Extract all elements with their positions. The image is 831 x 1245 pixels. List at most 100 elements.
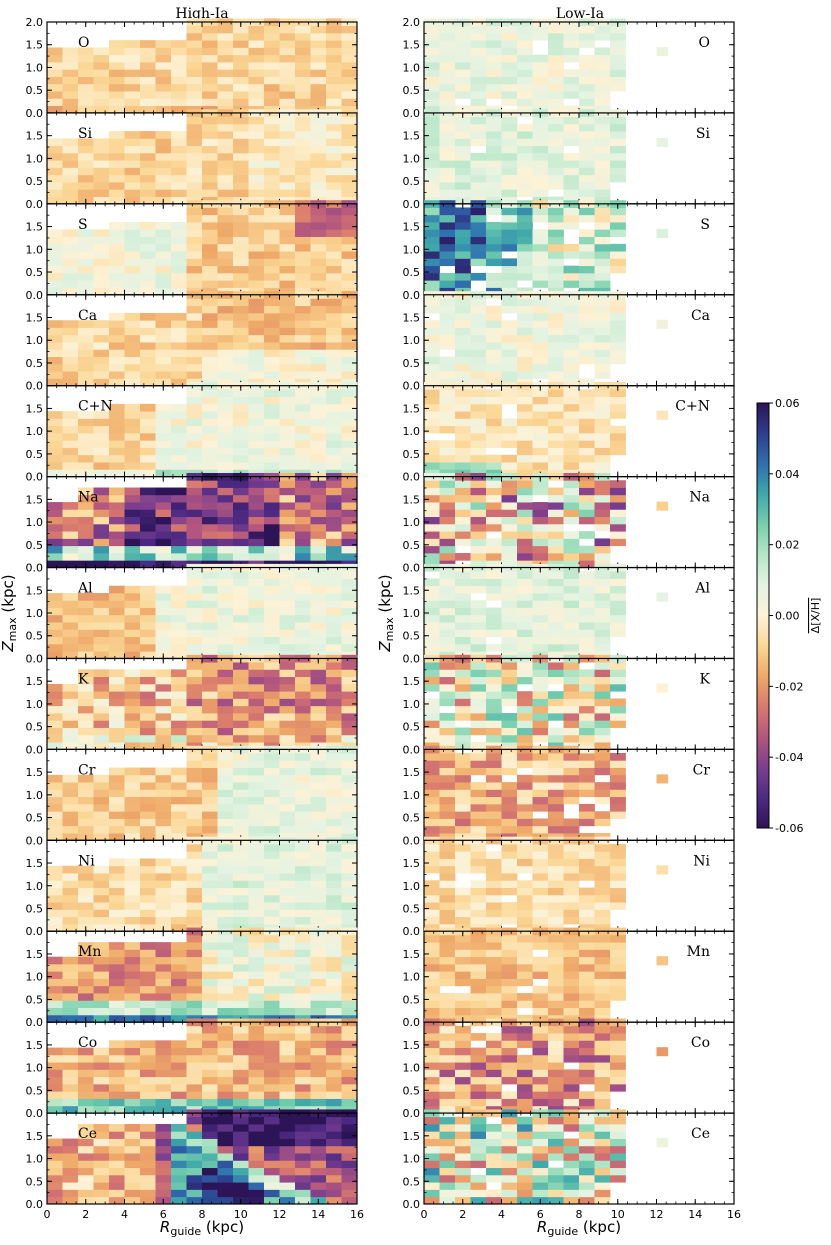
heatmap-cell bbox=[202, 62, 218, 70]
heatmap-cell bbox=[486, 138, 502, 147]
heatmap-cell bbox=[93, 447, 110, 456]
heatmap-cell bbox=[548, 91, 564, 99]
heatmap-cell bbox=[424, 713, 440, 721]
heatmap-cell bbox=[610, 669, 626, 678]
heatmap-cell bbox=[501, 243, 518, 252]
heatmap-cell bbox=[233, 116, 249, 125]
heatmap-cell bbox=[455, 523, 471, 532]
heatmap-cell bbox=[217, 83, 234, 92]
heatmap-cell bbox=[548, 614, 564, 623]
heatmap-cell bbox=[155, 720, 172, 728]
heatmap-cell bbox=[517, 622, 533, 630]
element-label: Ca bbox=[78, 308, 97, 324]
heatmap-cell bbox=[109, 152, 125, 161]
heatmap-cell bbox=[109, 502, 125, 510]
heatmap-cell bbox=[517, 403, 533, 412]
heatmap-cell bbox=[563, 280, 580, 288]
heatmap-cell bbox=[217, 571, 234, 579]
heatmap-cell bbox=[264, 342, 280, 350]
heatmap-cell bbox=[140, 189, 156, 197]
heatmap-cell bbox=[279, 320, 296, 328]
heatmap-cell bbox=[501, 371, 518, 379]
heatmap-cell bbox=[326, 509, 342, 518]
heatmap-cell bbox=[93, 69, 110, 77]
heatmap-cell bbox=[93, 462, 110, 470]
heatmap-cell bbox=[341, 432, 358, 441]
heatmap-cell bbox=[532, 54, 549, 63]
heatmap-cell bbox=[202, 207, 218, 216]
heatmap-cell bbox=[424, 614, 440, 623]
heatmap-cell bbox=[171, 83, 187, 92]
heatmap-cell bbox=[610, 229, 626, 237]
heatmap-cell bbox=[310, 298, 327, 307]
heatmap-cell bbox=[171, 152, 187, 161]
heatmap-cell bbox=[264, 145, 280, 154]
heatmap-cell bbox=[310, 502, 327, 510]
heatmap-cell bbox=[455, 389, 471, 397]
heatmap-cell bbox=[439, 236, 456, 245]
heatmap-cell bbox=[610, 607, 626, 616]
heatmap-cell bbox=[140, 454, 156, 463]
heatmap-cell bbox=[310, 145, 327, 154]
heatmap-cell bbox=[93, 54, 110, 63]
heatmap-cell bbox=[455, 494, 471, 503]
heatmap-cell bbox=[109, 593, 125, 601]
heatmap-cell bbox=[424, 683, 440, 692]
heatmap-cell bbox=[155, 138, 172, 147]
heatmap-cell bbox=[470, 676, 487, 685]
heatmap-cell bbox=[563, 214, 580, 223]
heatmap-cell bbox=[470, 334, 487, 343]
panel-o-high: O0.00.51.01.52.0 bbox=[26, 16, 358, 120]
heatmap-cell bbox=[439, 545, 456, 554]
heatmap-cell bbox=[455, 713, 471, 721]
heatmap-cell bbox=[140, 222, 156, 230]
heatmap-cell bbox=[470, 160, 487, 168]
heatmap-cell bbox=[501, 54, 518, 63]
y-tick-label: 0.5 bbox=[26, 175, 44, 188]
heatmap-cell bbox=[470, 371, 487, 379]
heatmap-cell bbox=[610, 214, 626, 223]
heatmap-cell bbox=[233, 298, 249, 307]
heatmap-cell bbox=[264, 69, 280, 77]
heatmap-cell bbox=[295, 312, 311, 321]
heatmap-cell bbox=[93, 363, 110, 372]
heatmap-cell bbox=[424, 207, 440, 216]
heatmap-cell bbox=[202, 25, 218, 34]
heatmap-cell bbox=[217, 145, 234, 154]
heatmap-cell bbox=[155, 614, 172, 623]
heatmap-cell bbox=[295, 251, 311, 259]
heatmap-cell bbox=[517, 371, 533, 379]
heatmap-cell bbox=[579, 509, 595, 518]
heatmap-cell bbox=[424, 396, 440, 405]
heatmap-cell bbox=[295, 578, 311, 587]
heatmap-cell bbox=[186, 305, 203, 314]
heatmap-cell bbox=[594, 91, 611, 99]
heatmap-cell bbox=[248, 167, 265, 176]
heatmap-cell bbox=[295, 636, 311, 645]
heatmap-cell bbox=[563, 265, 580, 274]
heatmap-cell bbox=[155, 47, 172, 56]
heatmap-cell bbox=[563, 272, 580, 281]
heatmap-cell bbox=[295, 447, 311, 456]
heatmap-cell bbox=[264, 571, 280, 579]
heatmap-cell bbox=[279, 145, 296, 154]
heatmap-cell bbox=[501, 502, 518, 510]
heatmap-cell bbox=[155, 320, 172, 328]
heatmap-cell bbox=[155, 167, 172, 176]
heatmap-cell bbox=[579, 593, 595, 601]
y-tick-label: 1.5 bbox=[403, 402, 421, 415]
heatmap-cell bbox=[610, 516, 626, 525]
heatmap-cell bbox=[264, 152, 280, 161]
heatmap-cell bbox=[610, 47, 626, 56]
y-tick-label: 0.5 bbox=[26, 539, 44, 552]
heatmap-cell bbox=[78, 145, 94, 154]
heatmap-cell bbox=[424, 494, 440, 503]
heatmap-cell bbox=[548, 545, 564, 554]
heatmap-cell bbox=[47, 447, 63, 456]
heatmap-cell bbox=[295, 167, 311, 176]
heatmap-cell bbox=[486, 552, 502, 561]
heatmap-cell bbox=[439, 538, 456, 547]
heatmap-cell bbox=[579, 629, 595, 638]
heatmap-cell bbox=[341, 425, 358, 434]
heatmap-cell bbox=[563, 222, 580, 230]
